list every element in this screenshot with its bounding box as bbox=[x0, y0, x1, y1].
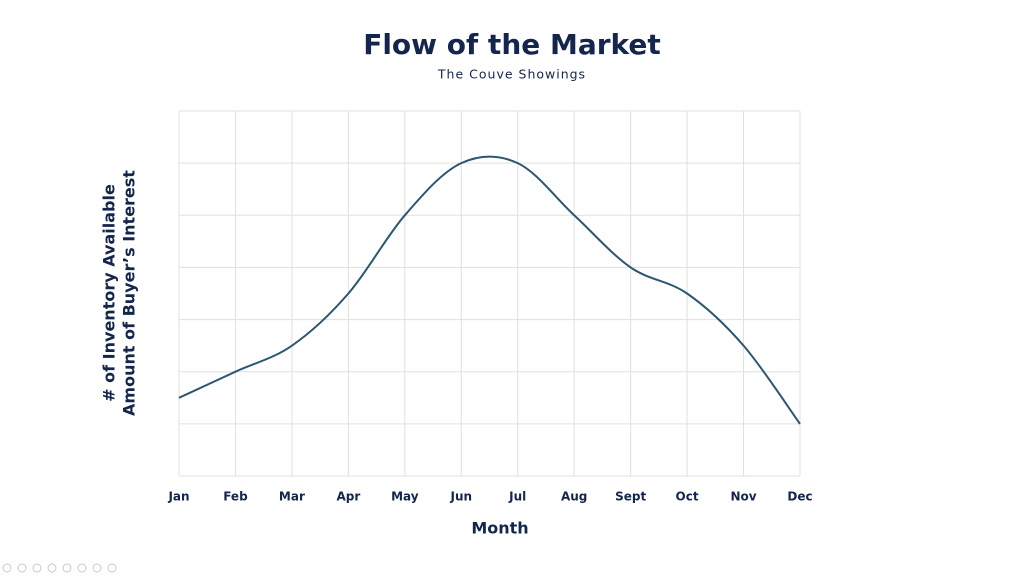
x-tick-label: Jan bbox=[167, 490, 189, 504]
x-tick-label: Mar bbox=[279, 490, 305, 504]
x-tick-label: Nov bbox=[730, 490, 756, 504]
x-tick-label: Sept bbox=[615, 490, 646, 504]
toolbar-button[interactable] bbox=[62, 563, 72, 573]
x-tick-label: Jul bbox=[508, 490, 526, 504]
toolbar-button[interactable] bbox=[17, 563, 27, 573]
presentation-toolbar bbox=[2, 563, 117, 573]
x-tick-label: May bbox=[391, 490, 419, 504]
x-tick-label: Aug bbox=[561, 490, 587, 504]
x-tick-label: Oct bbox=[676, 490, 699, 504]
x-tick-label: Feb bbox=[223, 490, 248, 504]
chart-title: Flow of the Market bbox=[363, 28, 661, 61]
toolbar-button[interactable] bbox=[47, 563, 57, 573]
toolbar-button[interactable] bbox=[32, 563, 42, 573]
toolbar-button[interactable] bbox=[77, 563, 87, 573]
y-axis-title: Amount of Buyer’s Interest bbox=[120, 170, 139, 416]
x-axis-title: Month bbox=[471, 519, 528, 538]
chart-subtitle: The Couve Showings bbox=[437, 67, 586, 82]
y-axis-title: # of Inventory Available bbox=[100, 184, 119, 402]
x-tick-label: Apr bbox=[336, 490, 360, 504]
x-tick-label: Dec bbox=[787, 490, 812, 504]
data-line bbox=[178, 155, 801, 425]
toolbar-button[interactable] bbox=[92, 563, 102, 573]
toolbar-button[interactable] bbox=[2, 563, 12, 573]
x-tick-label: Jun bbox=[449, 490, 472, 504]
toolbar-button[interactable] bbox=[107, 563, 117, 573]
